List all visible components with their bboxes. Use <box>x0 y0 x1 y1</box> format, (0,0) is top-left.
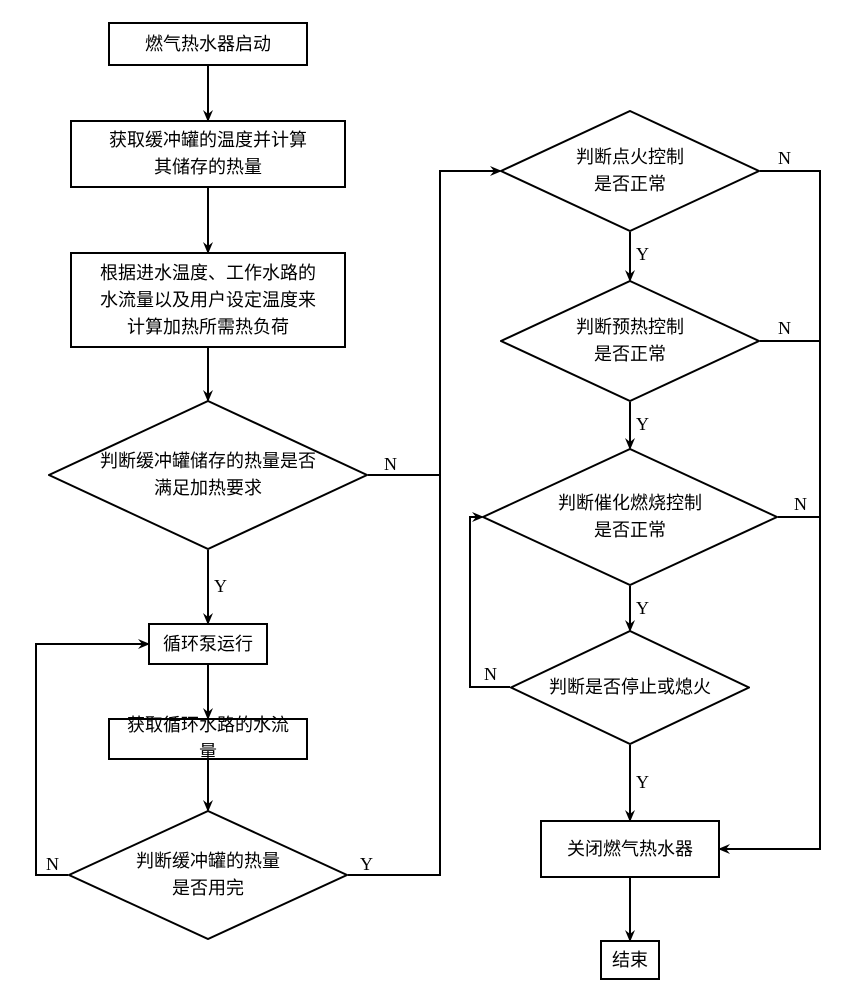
node-d_used: 判断缓冲罐的热量是否用完 <box>68 810 348 940</box>
edge-label: Y <box>214 576 227 597</box>
edge-label: N <box>384 454 397 475</box>
node-n_getFlow: 获取循环水路的水流量 <box>108 718 308 760</box>
node-d_preheat: 判断预热控制是否正常 <box>500 280 760 402</box>
edge-label: N <box>778 318 791 339</box>
node-d_stop: 判断是否停止或熄火 <box>510 630 750 745</box>
node-d_ignite: 判断点火控制是否正常 <box>500 110 760 232</box>
node-n_calcLoad: 根据进水温度、工作水路的水流量以及用户设定温度来计算加热所需热负荷 <box>70 252 346 348</box>
node-n_end: 结束 <box>600 940 660 980</box>
edge-label: Y <box>360 854 373 875</box>
node-n_pump: 循环泵运行 <box>148 623 268 665</box>
edge-label: Y <box>636 414 649 435</box>
node-d_catalyst: 判断催化燃烧控制是否正常 <box>482 448 778 586</box>
flowchart-canvas: 燃气热水器启动获取缓冲罐的温度并计算其储存的热量根据进水温度、工作水路的水流量以… <box>0 0 861 1000</box>
edge-label: N <box>46 854 59 875</box>
node-n_start: 燃气热水器启动 <box>108 22 308 66</box>
node-n_close: 关闭燃气热水器 <box>540 820 720 878</box>
node-d_heat: 判断缓冲罐储存的热量是否满足加热要求 <box>48 400 368 550</box>
edge-label: N <box>484 664 497 685</box>
edge-label: Y <box>636 244 649 265</box>
edge-label: Y <box>636 772 649 793</box>
node-n_getTemp: 获取缓冲罐的温度并计算其储存的热量 <box>70 120 346 188</box>
edge-label: N <box>778 148 791 169</box>
edge-label: Y <box>636 598 649 619</box>
edge <box>368 171 500 475</box>
edge-label: N <box>794 494 807 515</box>
